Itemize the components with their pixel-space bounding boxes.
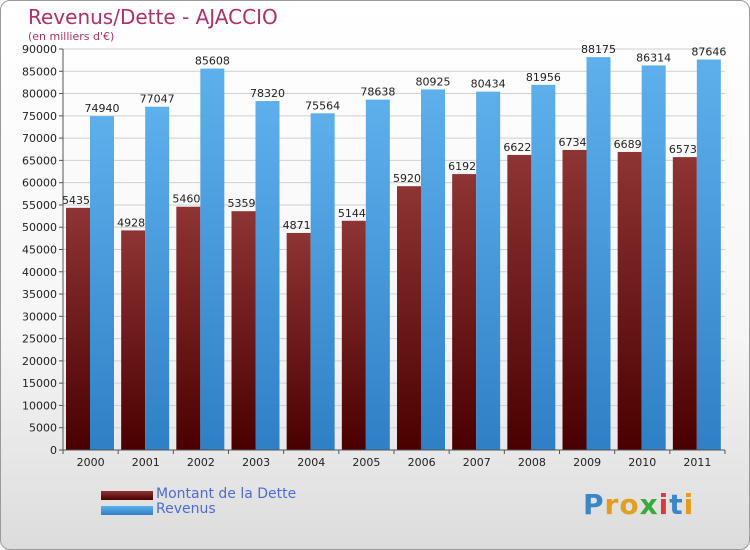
y-tick-label: 55000 [22,199,57,212]
y-tick-label: 70000 [22,132,57,145]
y-axis-ticks: 0 5000 10000 15000 20000 25000 30000 35000 40000… [22,43,63,457]
bar-dette [397,186,421,450]
chart-title: Revenus/Dette - AJACCIO [28,5,278,29]
value-label-dette: 5435 [62,194,90,207]
x-tick-label: 2007 [463,456,491,469]
grid-lines [63,48,725,429]
bar-revenus [641,65,666,450]
bar-dette [617,151,642,450]
x-tick-label: 2000 [77,456,105,469]
x-tick-label: 2002 [187,456,215,469]
value-label-revenus: 81956 [526,71,561,84]
bar-dette [66,207,90,450]
y-tick-label: 10000 [22,399,57,412]
bar-revenus [310,113,335,450]
y-tick-label: 30000 [22,310,57,323]
value-label-dette: 6192 [448,160,476,173]
y-tick-label: 40000 [22,266,57,279]
value-label-dette: 6734 [559,136,587,149]
legend-swatch-revenus [101,506,153,515]
bar-dette [507,154,532,450]
value-label-dette: 4871 [283,219,311,232]
value-label-revenus: 77047 [140,93,175,106]
bar-revenus [365,99,390,450]
bar-revenus [586,57,611,451]
legend-swatch-dette [101,491,153,500]
bar-revenus [531,84,556,451]
y-tick-label: 20000 [22,355,57,368]
bar-revenus [421,89,445,450]
x-tick-label: 2003 [242,456,270,469]
bar-revenus [696,59,721,451]
y-tick-label: 45000 [22,244,57,257]
value-label-revenus: 85608 [195,55,230,68]
y-tick-label: 35000 [22,288,57,301]
bar-revenus [200,68,225,451]
value-label-revenus: 80925 [416,75,451,88]
bar-dette [176,206,201,450]
value-label-revenus: 75564 [305,99,340,112]
x-tick-label: 2008 [518,456,546,469]
bar-dette [341,220,366,450]
bars: 5435 74940 4928 77047 5460 85608 5359 78320 4871… [62,43,726,451]
y-tick-label: 25000 [22,333,57,346]
value-label-dette: 5144 [338,207,366,220]
y-tick-label: 0 [50,444,57,457]
value-label-dette: 6689 [614,138,642,151]
y-tick-label: 60000 [22,177,57,190]
y-tick-label: 75000 [22,110,57,123]
value-label-dette: 6573 [669,143,697,156]
bar-dette [286,232,311,450]
bar-dette [562,149,587,450]
x-tick-label: 2010 [628,456,656,469]
x-tick-label: 2001 [132,456,160,469]
proxiti-logo: Proxiti [583,488,695,521]
x-tick-label: 2011 [683,456,711,469]
y-tick-label: 90000 [22,43,57,56]
value-label-dette: 5920 [393,172,421,185]
y-tick-label: 65000 [22,154,57,167]
bar-revenus [476,91,501,451]
value-label-dette: 5460 [172,193,200,206]
value-label-revenus: 86314 [636,51,671,64]
y-tick-label: 85000 [22,65,57,78]
y-tick-label: 5000 [29,422,57,435]
bar-dette [121,230,146,450]
x-tick-label: 2009 [573,456,601,469]
x-tick-label: 2004 [297,456,325,469]
bar-revenus [255,101,280,450]
value-label-revenus: 87646 [691,45,726,58]
value-label-dette: 4928 [117,216,145,229]
bar-dette [452,174,477,450]
value-label-revenus: 80434 [471,78,506,91]
value-label-dette: 5359 [228,197,256,210]
value-label-revenus: 74940 [85,102,120,115]
x-tick-label: 2005 [352,456,380,469]
bar-dette [231,211,256,450]
value-label-revenus: 78638 [360,86,395,99]
value-label-revenus: 88175 [581,43,616,56]
legend-label-dette: Montant de la Dette [156,486,297,502]
x-tick-label: 2006 [408,456,436,469]
y-tick-label: 15000 [22,377,57,390]
bar-dette [672,157,697,450]
bar-revenus [90,116,114,450]
value-label-dette: 6622 [503,141,531,154]
chart-subtitle: (en milliers d'€) [28,30,115,43]
bar-revenus [145,106,170,450]
value-label-revenus: 78320 [250,87,285,100]
y-tick-label: 80000 [22,88,57,101]
legend-label-revenus: Revenus [156,501,216,517]
y-tick-label: 50000 [22,221,57,234]
x-axis-ticks: 2000 2001 2002 2003 2004 2005 2006 2007 2008 2009… [62,450,726,469]
